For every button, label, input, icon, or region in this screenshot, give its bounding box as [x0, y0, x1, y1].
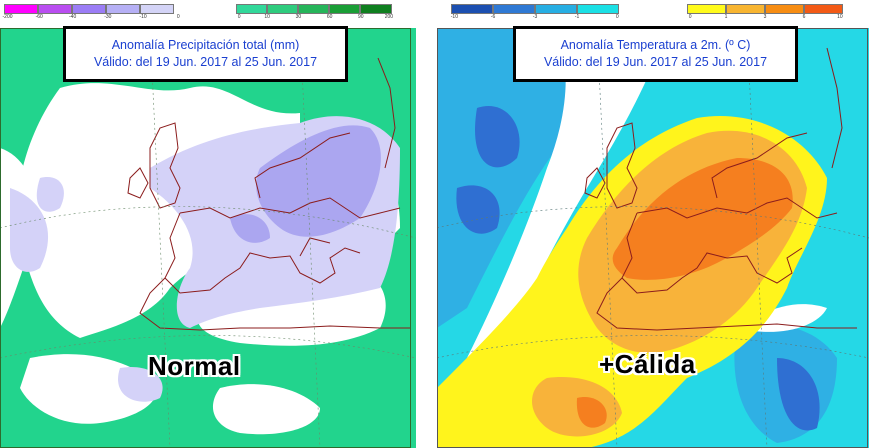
legend-tick: -3 [532, 14, 538, 20]
legend-swatch [726, 4, 765, 14]
legend-swatch [140, 4, 174, 14]
legend-tick: -40 [69, 14, 77, 20]
legend-swatch [451, 4, 493, 14]
precipitation-map [0, 28, 416, 448]
legend-tick: 90 [358, 14, 364, 20]
temp-negative-ticks: -10 -6 -3 -1 0 [451, 14, 619, 22]
legend-swatch [298, 4, 329, 14]
legend-tick: 0 [615, 14, 619, 20]
legend-tick: 60 [326, 14, 333, 20]
legend-swatch [72, 4, 106, 14]
temp-negative-swatches [451, 4, 619, 14]
legend-swatch [535, 4, 577, 14]
precip-title: Anomalía Precipitación total (mm) [111, 38, 300, 52]
precip-positive-legend: 0 10 30 60 90 200 [236, 4, 394, 24]
legend-tick: -10 [139, 14, 147, 20]
legend-tick: 200 [384, 14, 394, 20]
legend-tick: -6 [490, 14, 496, 20]
legend-tick: 0 [688, 14, 692, 20]
legend-swatch [577, 4, 619, 14]
precipitation-anomaly-panel: -200 -60 -40 -30 -10 0 0 10 30 60 90 200 [0, 0, 416, 448]
precip-valid-period: Válido: del 19 Jun. 2017 al 25 Jun. 2017 [93, 55, 318, 69]
temp-positive-legend: 0 1 3 6 10 [687, 4, 843, 24]
legend-tick: 0 [237, 14, 241, 20]
precip-negative-swatches [4, 4, 180, 14]
legend-tick: 6 [802, 14, 806, 20]
temperature-anomaly-panel: -10 -6 -3 -1 0 0 1 3 6 10 [437, 0, 869, 448]
legend-tick: 1 [724, 14, 728, 20]
legend-swatch [360, 4, 392, 14]
temp-verdict-label: +Cálida [599, 349, 696, 379]
legend-swatch [267, 4, 298, 14]
legend-swatch [804, 4, 843, 14]
legend-tick: -1 [574, 14, 580, 20]
precip-positive-ticks: 0 10 30 60 90 200 [236, 14, 394, 22]
temp-positive-ticks: 0 1 3 6 10 [687, 14, 843, 22]
precip-positive-swatches [236, 4, 392, 14]
legend-swatch [765, 4, 804, 14]
temperature-map [437, 28, 869, 448]
legend-tick: -200 [2, 14, 13, 20]
legend-tick: -60 [35, 14, 43, 20]
precip-negative-legend: -200 -60 -40 -30 -10 0 [2, 4, 180, 24]
legend-tick: 30 [295, 14, 302, 20]
legend-swatch [687, 4, 726, 14]
legend-swatch [493, 4, 535, 14]
temp-negative-legend: -10 -6 -3 -1 0 [451, 4, 619, 24]
temp-positive-swatches [687, 4, 843, 14]
legend-tick: 10 [837, 14, 843, 20]
precip-verdict-label: Normal [148, 351, 241, 381]
precip-title-box: Anomalía Precipitación total (mm) Válido… [63, 26, 348, 82]
legend-swatch [329, 4, 360, 14]
legend-tick: 0 [176, 14, 180, 20]
temp-title: Anomalía Temperatura a 2m. (º C) [560, 38, 751, 52]
legend-swatch [4, 4, 38, 14]
temp-title-box: Anomalía Temperatura a 2m. (º C) Válido:… [513, 26, 798, 82]
legend-swatch [38, 4, 72, 14]
temp-valid-period: Válido: del 19 Jun. 2017 al 25 Jun. 2017 [543, 55, 768, 69]
legend-swatch [236, 4, 267, 14]
legend-tick: -30 [104, 14, 112, 20]
precip-negative-ticks: -200 -60 -40 -30 -10 0 [2, 14, 180, 22]
legend-tick: 10 [264, 14, 270, 20]
legend-swatch [106, 4, 140, 14]
legend-tick: -10 [450, 14, 458, 20]
legend-tick: 3 [763, 14, 767, 20]
